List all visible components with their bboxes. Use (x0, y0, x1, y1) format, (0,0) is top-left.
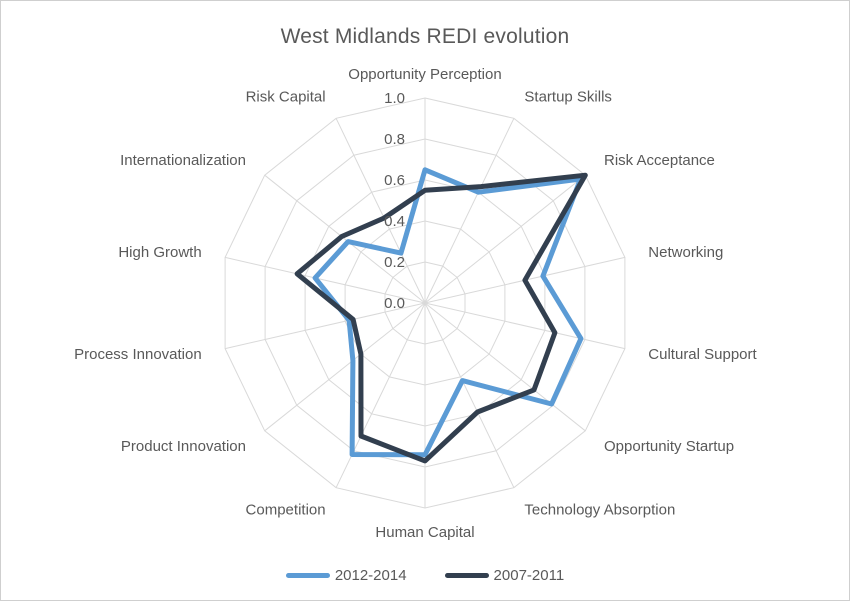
legend-swatch-2012-2014 (285, 573, 330, 578)
axis-tick-label: 0.6 (384, 172, 405, 189)
grid-spoke (264, 302, 426, 432)
series-line-2012-2014 (312, 167, 584, 458)
axis-tick-label: 0.2 (384, 254, 405, 271)
axis-tick-label: 0.0 (384, 295, 405, 312)
grid-spoke (224, 256, 426, 304)
legend: 2012-2014 2007-2011 (1, 567, 849, 584)
chart-title: West Midlands REDI evolution (280, 25, 570, 48)
category-label: Cultural Support (648, 346, 757, 363)
category-label: Startup Skills (524, 89, 612, 106)
grid-spoke (335, 302, 426, 488)
legend-item-2012-2014: 2012-2014 (285, 567, 407, 584)
grid-spoke (335, 118, 426, 304)
category-label: Technology Absorption (524, 501, 675, 518)
category-label: Opportunity Perception (348, 66, 501, 83)
grid-spoke (424, 302, 586, 432)
category-label: Networking (648, 244, 723, 261)
category-label: Product Innovation (121, 438, 246, 455)
grid-spoke (264, 174, 426, 304)
category-label: Human Capital (375, 524, 474, 541)
category-label: Opportunity Startup (604, 438, 734, 455)
grid-spoke (424, 302, 515, 488)
axis-tick-label: 0.4 (384, 213, 405, 230)
category-label: Risk Acceptance (604, 152, 715, 169)
grid-spoke (424, 118, 515, 304)
grid-spoke (424, 302, 626, 350)
legend-label-2012-2014: 2012-2014 (334, 567, 407, 584)
grid-spoke (424, 174, 586, 304)
grid-spoke (224, 302, 426, 350)
legend-label-2007-2011: 2007-2011 (493, 567, 565, 584)
legend-item-2007-2011: 2007-2011 (444, 567, 565, 584)
category-label: Risk Capital (246, 89, 326, 106)
category-label: Process Innovation (74, 346, 202, 363)
category-label: High Growth (118, 244, 201, 261)
category-label: Internationalization (120, 152, 246, 169)
category-label: Competition (246, 501, 326, 518)
legend-swatch-2007-2011 (444, 573, 489, 578)
axis-tick-label: 0.8 (384, 131, 405, 148)
axis-tick-label: 1.0 (384, 90, 405, 107)
series-line-2007-2011 (294, 172, 588, 464)
